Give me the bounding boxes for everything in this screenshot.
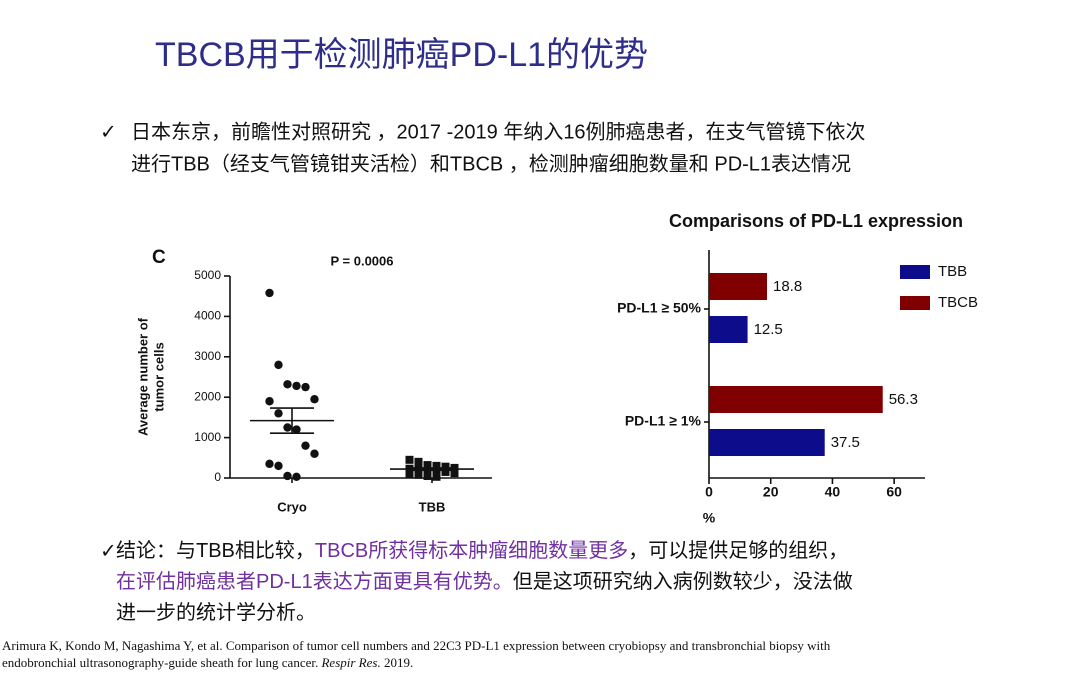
y-axis-label: tumor cells	[151, 342, 166, 411]
citation-text-segment: Respir Res.	[320, 655, 380, 670]
data-point	[283, 423, 292, 432]
x-tick-label: 40	[825, 484, 841, 500]
data-point	[265, 459, 274, 469]
y-tick-label: 5000	[194, 268, 221, 282]
data-point	[283, 380, 292, 389]
data-point	[301, 382, 310, 392]
data-point	[292, 472, 301, 481]
value-label: 12.5	[754, 321, 783, 338]
check-icon: ✓	[100, 540, 117, 562]
conclusion-text-segment: ，可以提供足够的组织，	[628, 539, 848, 562]
bullet-text: 日本东京，前瞻性对照研究 ，2017 -2019 年纳入16例肺癌患者，在支气管…	[131, 120, 866, 143]
conclusion-text-segment: 但是这项研究纳入病例数较少，没法做	[513, 570, 853, 593]
data-point	[274, 409, 283, 418]
data-point	[265, 288, 274, 298]
value-label: 56.3	[889, 391, 918, 408]
data-point	[405, 455, 414, 464]
x-tick-label: 0	[705, 484, 713, 500]
data-point	[405, 469, 414, 478]
legend-swatch	[900, 265, 930, 279]
x-tick-label: Cryo	[277, 499, 307, 514]
data-point	[292, 425, 301, 434]
bar	[709, 386, 883, 413]
y-tick-label: 0	[214, 470, 221, 484]
data-point	[423, 471, 432, 480]
conclusion-text: 在评估肺癌患者PD-L1表达方面更具有优势。但是这项研究纳入病例数较少，没法做	[116, 570, 853, 593]
chart-title: Comparisons of PD-L1 expression	[669, 211, 963, 231]
y-tick-label: 3000	[194, 349, 221, 363]
citation-text: endobronchial ultrasonography-guide shea…	[2, 655, 413, 670]
data-point	[450, 469, 459, 478]
x-tick-label: TBB	[419, 499, 446, 514]
data-point	[432, 461, 441, 470]
y-tick-label: 2000	[194, 389, 221, 403]
annotation: P = 0.0006	[330, 253, 393, 268]
data-point	[274, 360, 283, 370]
legend-swatch	[900, 296, 930, 310]
y-axis-label: Average number of	[135, 317, 150, 436]
slide-title: TBCB用于检测肺癌PD-L1的优势	[155, 36, 648, 74]
data-point	[283, 471, 292, 481]
data-point	[310, 395, 319, 404]
data-point	[274, 461, 283, 471]
citation-text: Arimura K, Kondo M, Nagashima Y, et al. …	[2, 638, 831, 653]
conclusion-text: 结论：与TBB相比较，TBCB所获得标本肿瘤细胞数量更多，可以提供足够的组织，	[116, 539, 848, 562]
data-point	[265, 397, 274, 406]
conclusion-text: 进一步的统计学分析。	[116, 601, 316, 624]
data-point	[432, 472, 441, 481]
citation-text-segment: 2019.	[381, 655, 414, 670]
bar	[709, 273, 768, 300]
conclusion-text-segment: 结论：与TBB相比较，	[116, 539, 315, 562]
y-tick-label: PD-L1 ≥ 1%	[625, 413, 702, 429]
y-tick-label: 1000	[194, 430, 221, 444]
data-point	[414, 470, 423, 479]
data-point	[441, 467, 450, 476]
x-tick-label: 20	[763, 484, 779, 500]
data-point	[441, 462, 450, 471]
bar	[709, 316, 748, 343]
conclusion-text-segment: TBCB所获得标本肿瘤细胞数量更多	[315, 539, 628, 562]
x-tick-label: 60	[886, 484, 902, 500]
data-point	[414, 457, 423, 466]
data-point	[292, 381, 301, 391]
bullet-text: 进行TBB（经支气管镜钳夹活检）和TBCB ，检测肿瘤细胞数量和 PD-L1表达…	[131, 152, 851, 175]
y-tick-label: PD-L1 ≥ 50%	[617, 300, 701, 316]
legend-label: TBCB	[938, 294, 978, 311]
panel-label: C	[152, 247, 166, 268]
value-label: 18.8	[773, 278, 802, 295]
value-label: 37.5	[831, 434, 860, 451]
x-axis-label: %	[703, 510, 716, 526]
data-point	[423, 461, 432, 470]
check-icon: ✓	[100, 121, 117, 143]
conclusion-text-segment: 在评估肺癌患者PD-L1表达方面更具有优势。	[116, 570, 513, 593]
citation-text-segment: endobronchial ultrasonography-guide shea…	[2, 655, 321, 670]
citation-text-segment: Arimura K, Kondo M, Nagashima Y, et al. …	[2, 638, 831, 653]
data-point	[301, 441, 310, 450]
bar	[709, 429, 825, 456]
conclusion-text-segment: 进一步的统计学分析。	[116, 601, 316, 624]
data-point	[310, 449, 319, 458]
data-point	[450, 463, 459, 472]
y-tick-label: 4000	[194, 309, 221, 323]
legend-label: TBB	[938, 263, 967, 280]
